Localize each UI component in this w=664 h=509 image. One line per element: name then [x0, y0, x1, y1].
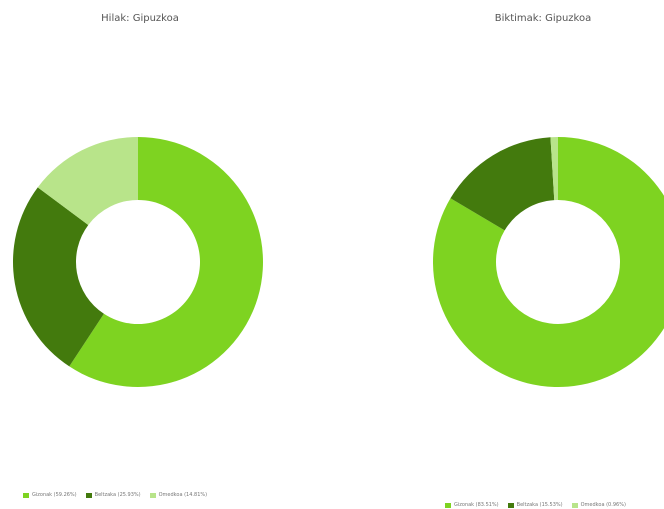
legend-swatch [85, 492, 92, 498]
donut-chart-deaths: Hilak: Gipuzkoa Gizonak (59.26%) Beltzak… [0, 0, 280, 509]
donut-slice [433, 137, 664, 387]
legend-swatch [571, 502, 578, 508]
donut-slice [550, 137, 558, 201]
legend-swatch [445, 502, 451, 508]
legend-item: Gizonak (83.51%) [445, 502, 499, 508]
legend-swatch [23, 492, 29, 498]
chart-title: Hilak: Gipuzkoa [101, 13, 179, 24]
donut-plot [12, 137, 263, 388]
donut-slice [37, 137, 138, 225]
legend-item: Omedkoa (0.96%) [571, 502, 626, 508]
legend-label: Gizonak (59.26%) [32, 492, 77, 498]
legend-item: Omedkoa (14.81%) [149, 492, 208, 498]
legend-label: Omedkoa (14.81%) [158, 492, 208, 498]
donut-slice [450, 137, 555, 231]
legend-label: Beltzaka (25.93%) [94, 492, 141, 498]
chart-title: Biktimak: Gipuzkoa [494, 13, 592, 24]
legend-swatch [149, 492, 156, 498]
legend-label: Gizonak (83.51%) [454, 502, 499, 508]
chart-legend: Gizonak (59.26%) Beltzaka (25.93%) Omedk… [23, 492, 216, 498]
chart-legend: Gizonak (83.51%) Beltzaka (15.53%) Omedk… [445, 502, 635, 508]
donut-chart-victims: Biktimak: Gipuzkoa Gizonak (83.51%) Belt… [420, 0, 664, 509]
donut-plot [433, 137, 664, 387]
legend-swatch [507, 502, 514, 508]
legend-item: Beltzaka (15.53%) [507, 502, 563, 508]
donut-slice [69, 137, 263, 388]
donut-slice [12, 187, 104, 367]
legend-item: Gizonak (59.26%) [23, 492, 77, 498]
legend-label: Omedkoa (0.96%) [580, 502, 626, 508]
legend-label: Beltzaka (15.53%) [516, 502, 563, 508]
legend-item: Beltzaka (25.93%) [85, 492, 141, 498]
